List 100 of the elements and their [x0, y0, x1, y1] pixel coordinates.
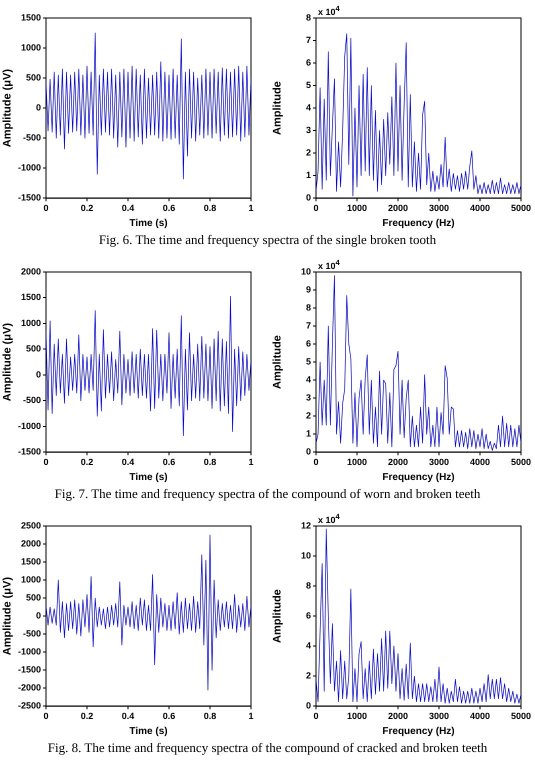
x-tick-label: 0.2: [80, 711, 94, 722]
x-tick-label: 0.4: [122, 711, 134, 722]
y-tick-label: 500: [26, 72, 41, 83]
y-tick-label: 500: [26, 592, 41, 603]
y-tick-label: 9: [306, 284, 311, 295]
y-tick-label: -1500: [18, 446, 41, 457]
y-axis-title: Amplitude (μV): [2, 322, 14, 402]
y-tick-label: 7: [306, 320, 311, 331]
text: x 10$^{4}$: [318, 512, 340, 525]
y-tick-label: 5: [306, 356, 311, 367]
y-tick-label: 0: [36, 369, 41, 380]
x-tick-label: 0.4: [122, 457, 134, 468]
x-tick-label: 5000: [510, 711, 532, 722]
x-tick-label: 2000: [388, 203, 408, 214]
y-tick-label: 0: [36, 102, 41, 113]
y-tick-label: -1000: [18, 162, 41, 173]
caption: Fig. 8. The time and frequency spectra of the compound of cracked and broken teeth: [46, 740, 488, 756]
text: x 10$^{4}$: [318, 4, 340, 17]
y-tick-label: 1000: [20, 574, 41, 585]
y-tick-label: 2: [306, 670, 311, 681]
y-tick-label: 0: [306, 446, 311, 457]
y-tick-label: -500: [22, 628, 41, 639]
x-tick-label: 0: [313, 457, 319, 468]
y-tick-label: 7: [306, 35, 311, 46]
caption: Fig. 6. The time and frequency spectra of the single broken tooth: [98, 232, 438, 248]
x-tick-label: 0.8: [204, 203, 216, 214]
y-tick-label: 1000: [20, 318, 41, 328]
x-tick-label: 1: [248, 711, 254, 722]
x-tick-label: 3000: [428, 457, 450, 468]
x-axis-title: Frequency (Hz): [382, 218, 455, 229]
x-tick-label: 1000: [346, 203, 368, 214]
x-tick-label: 1000: [346, 457, 368, 468]
x-tick-label: 1000: [346, 711, 368, 722]
x-tick-label: 0.2: [80, 203, 94, 214]
y-tick-label: 0: [306, 700, 311, 711]
y-tick-label: 4: [306, 374, 311, 385]
y-tick-label: 8: [306, 12, 311, 22]
y-tick-label: 6: [306, 58, 311, 68]
x-tick-label: 0.6: [162, 457, 176, 468]
y-tick-label: -1000: [18, 420, 41, 431]
y-tick-label: 4: [306, 640, 311, 651]
x-tick-label: 0.4: [122, 203, 134, 214]
y-tick-label: -1500: [18, 664, 41, 675]
y-tick-label: 4: [306, 102, 311, 113]
y-tick-label: 1: [306, 170, 311, 180]
y-tick-label: 3: [306, 125, 311, 136]
x-tick-label: 0.2: [80, 457, 94, 468]
y-tick-label: 5: [306, 80, 311, 90]
text: x 10$^{4}$: [318, 258, 340, 271]
y-tick-label: -1500: [18, 192, 41, 203]
x-tick-label: 4000: [470, 711, 490, 722]
y-tick-label: 1000: [20, 42, 41, 53]
x-tick-label: 1: [248, 457, 254, 468]
x-tick-label: 0.6: [162, 203, 176, 214]
y-tick-label: 2: [306, 410, 311, 421]
x-tick-label: 0.8: [204, 457, 216, 468]
y-tick-label: 1: [306, 428, 311, 439]
y-tick-label: -500: [22, 132, 41, 143]
y-tick-label: 8: [306, 302, 311, 313]
y-tick-label: 0: [36, 610, 41, 621]
x-axis-title: Frequency (Hz): [382, 726, 455, 737]
y-tick-label: 12: [300, 520, 311, 530]
y-tick-label: 500: [26, 344, 41, 354]
caption: Fig. 7. The time and frequency spectra of the compound of worn and broken teeth: [54, 486, 482, 502]
y-tick-label: 6: [306, 610, 311, 621]
y-axis-title: Amplitude (μV): [2, 576, 14, 656]
y-tick-label: -2500: [18, 700, 41, 711]
x-tick-label: 5000: [510, 203, 532, 214]
x-tick-label: 0.8: [204, 711, 216, 722]
x-axis-title: Time (s): [129, 218, 168, 229]
x-tick-label: 2000: [388, 457, 408, 468]
x-tick-label: 0: [43, 711, 49, 722]
y-axis-title: Amplitude: [272, 335, 284, 389]
x-tick-label: 1: [248, 203, 254, 214]
x-axis-title: Frequency (Hz): [382, 472, 455, 483]
x-tick-label: 3000: [428, 203, 450, 214]
y-axis-title: Amplitude: [272, 81, 284, 135]
y-tick-label: 1500: [20, 292, 41, 302]
x-axis-title: Time (s): [129, 726, 168, 737]
y-tick-label: 8: [306, 580, 311, 591]
y-tick-label: 10: [300, 550, 311, 561]
y-axis-title: Amplitude (μV): [2, 68, 14, 148]
x-axis-title: Time (s): [129, 472, 168, 483]
y-tick-label: 1500: [20, 12, 41, 22]
x-tick-label: 0: [313, 711, 319, 722]
x-tick-label: 0.6: [162, 711, 176, 722]
y-axis-title: Amplitude: [272, 589, 284, 643]
x-tick-label: 0: [313, 203, 319, 214]
y-tick-label: 2: [306, 148, 311, 158]
y-tick-label: 0: [306, 192, 311, 203]
x-tick-label: 0: [43, 457, 49, 468]
y-tick-label: -500: [22, 395, 41, 406]
y-tick-label: -1000: [18, 646, 41, 657]
y-tick-label: 10: [300, 266, 311, 276]
y-tick-label: 3: [306, 392, 311, 403]
y-tick-label: 2000: [20, 538, 41, 549]
y-tick-label: 6: [306, 338, 311, 349]
y-tick-label: 1500: [20, 556, 41, 567]
y-tick-label: 2500: [20, 520, 41, 530]
x-tick-label: 4000: [470, 203, 490, 214]
